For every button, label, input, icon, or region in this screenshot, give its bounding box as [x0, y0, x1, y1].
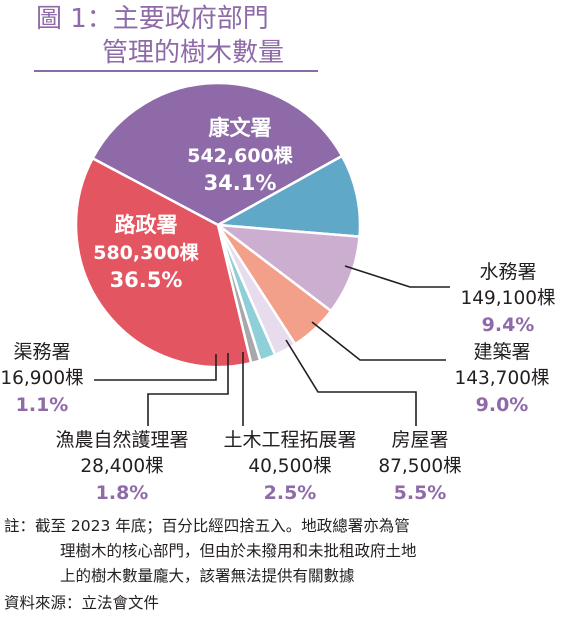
callout-line-1 — [344, 265, 450, 288]
slice-label-name-0: 康文署 — [209, 116, 272, 140]
title-underline — [34, 70, 318, 72]
callout-percent-3: 5.5% — [394, 482, 447, 504]
callout-value-5: 28,400棵 — [80, 456, 163, 477]
chart-title-line-1: 圖 1：主要政府部門 — [36, 4, 269, 34]
chart-title-line-2: 管理的樹木數量 — [102, 38, 285, 68]
callout-name-1: 水務署 — [479, 261, 536, 283]
slice-label-value-0: 542,600棵 — [187, 144, 293, 167]
slice-label-name-7: 路政署 — [115, 213, 178, 237]
callout-value-3: 87,500棵 — [378, 456, 461, 477]
callout-name-4: 土木工程拓展署 — [223, 429, 356, 451]
callout-value-4: 40,500棵 — [248, 456, 331, 477]
pie-slice-2 — [213, 223, 361, 313]
footnote-line-1: 註：截至 2023 年底；百分比經四捨五入。地政總署亦為管 — [4, 517, 410, 535]
slice-label-percent-0: 34.1% — [204, 171, 277, 195]
callout-percent-5: 1.8% — [96, 482, 149, 504]
callout-name-3: 房屋署 — [391, 429, 448, 451]
callout-value-1: 149,100棵 — [460, 288, 555, 309]
callout-name-2: 建築署 — [473, 341, 530, 363]
chart-title: 圖 1：主要政府部門 管理的樹木數量 — [36, 2, 336, 70]
callout-line-3 — [285, 339, 417, 426]
callout-name-5: 漁農自然護理署 — [55, 429, 188, 451]
pie-slice-1 — [213, 154, 362, 239]
footnote-line-2: 理樹木的核心部門，但由於未撥用和未批租政府土地 — [60, 542, 417, 560]
callout-percent-6: 1.1% — [16, 394, 69, 416]
pie-slice-7 — [74, 156, 253, 369]
callout-percent-4: 2.5% — [264, 482, 317, 504]
callout-line-2 — [311, 321, 446, 361]
callout-line-6 — [94, 354, 217, 381]
slice-label-value-7: 580,300棵 — [93, 241, 199, 264]
callout-value-6: 16,900棵 — [0, 368, 83, 389]
callout-percent-1: 9.4% — [482, 314, 535, 336]
callout-line-5 — [147, 353, 229, 426]
pie-chart: 康文署 542,600棵 34.1% 路政署 580,300棵 36.5% 水務署 149,1… — [0, 81, 556, 504]
source-note: 資料來源：立法會文件 — [4, 594, 160, 612]
slice-label-percent-7: 36.5% — [110, 268, 183, 292]
callout-percent-2: 9.0% — [476, 394, 529, 416]
callout-value-2: 143,700棵 — [454, 368, 549, 389]
callout-name-6: 渠務署 — [13, 341, 70, 363]
footnote-line-3: 上的樹木數量龐大，該署無法提供有關數據 — [60, 567, 355, 585]
